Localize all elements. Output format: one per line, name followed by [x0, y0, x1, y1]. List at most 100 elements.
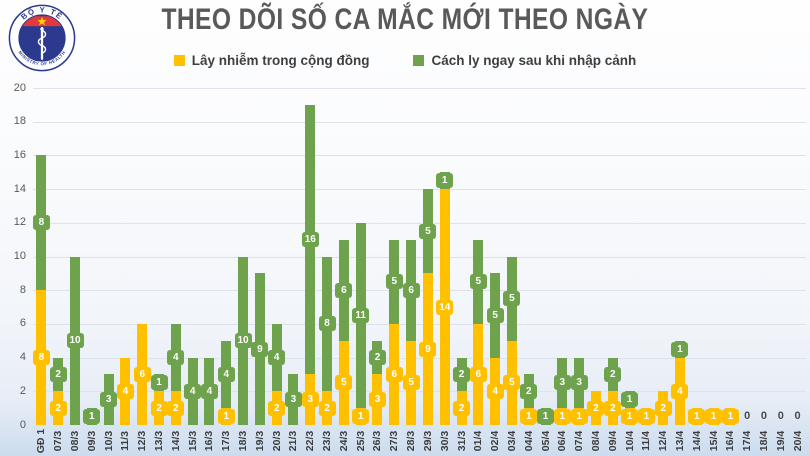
x-axis-label: 30/3: [438, 430, 451, 452]
bar-value-label: 6: [133, 366, 151, 382]
legend-swatch-community: [173, 55, 185, 66]
x-axis-label: 12/3: [136, 430, 149, 452]
logo-inner-disc: [18, 14, 66, 62]
gridline: [33, 88, 806, 89]
x-axis-label: 23/3: [321, 430, 334, 452]
bar-value-label: 4: [184, 383, 202, 399]
x-axis-label: 06/4: [556, 430, 569, 452]
bar-value-label: 1: [537, 409, 555, 425]
bar-value-label: 14: [436, 299, 454, 315]
bar-value-label: 3: [553, 375, 571, 391]
x-axis-label: GĐ 1: [35, 428, 48, 454]
bar-value-label: 3: [368, 392, 386, 408]
x-axis-label: 21/3: [287, 430, 300, 452]
bar-value-label: 2: [453, 366, 470, 382]
bar-value-label: 10: [66, 333, 84, 349]
x-axis-label: 31/3: [455, 430, 468, 452]
x-axis-label: 10/3: [102, 430, 115, 452]
x-axis-label: 28/3: [405, 430, 418, 452]
x-axis-label: 26/3: [371, 430, 384, 452]
legend-item-quarantine: Cách ly ngay sau khi nhập cảnh: [413, 53, 636, 68]
x-axis-label: 18/3: [237, 430, 250, 452]
bar-value-label: 10: [234, 333, 252, 349]
x-axis-label: 27/3: [388, 430, 401, 452]
bar-value-label: 1: [637, 409, 655, 425]
bar-value-label: 8: [32, 215, 50, 231]
x-axis-label: 14/3: [169, 430, 182, 452]
bar-value-label: 1: [671, 341, 689, 357]
bar-value-label: 1: [721, 409, 739, 425]
bar-value-label: 4: [167, 350, 185, 366]
bar-chart-plot-area: 8 8 2 2 10 1 3 4 6 2 1 2 4 4 4 1 4 10 9 2 4 3 3 16 2 8 5 6 1 11 3 2 6 5 5 6…: [32, 88, 806, 426]
bar-value-label: 1: [352, 409, 370, 425]
x-axis-label: 10/4: [623, 430, 636, 452]
x-axis-label: 16/3: [203, 430, 216, 452]
bar-value-label: 5: [469, 274, 487, 290]
x-axis-label: 20/3: [270, 430, 283, 452]
bar-value-label: 5: [503, 375, 521, 391]
bar-value-label: 5: [402, 375, 420, 391]
bar-value-label: 2: [318, 400, 336, 416]
bar-value-label: 1: [570, 409, 588, 425]
x-axis-label: 02/4: [489, 430, 502, 452]
x-axis-label: 19/4: [774, 430, 787, 452]
bar-value-label: 5: [503, 291, 521, 307]
x-axis-label: 13/4: [673, 430, 686, 452]
y-axis-tick-label: 10: [13, 250, 26, 262]
bar-value-label: 3: [100, 392, 118, 408]
bar-value-label: 1: [217, 409, 235, 425]
x-axis-label: 11/3: [119, 431, 132, 451]
bar-value-label: 11: [352, 307, 370, 323]
bar-value-label: 8: [32, 350, 50, 366]
title-bar: THEO DÕI SỐ CA MẮC MỚI THEO NGÀY: [0, 3, 810, 37]
gridline: [33, 256, 806, 258]
bar-value-label: 16: [301, 232, 319, 248]
gridline: [33, 121, 806, 123]
bar-value-label: 4: [268, 350, 286, 366]
x-axis-label: 16/4: [724, 430, 737, 452]
x-axis-label: 09/3: [85, 430, 98, 452]
bar-value-label: 2: [453, 400, 470, 416]
legend-label-quarantine: Cách ly ngay sau khi nhập cảnh: [431, 53, 637, 68]
x-axis-label: 01/4: [472, 430, 485, 452]
bar-value-label: 2: [604, 366, 622, 382]
x-axis-label: 07/4: [573, 430, 586, 452]
bar-value-label: 5: [486, 307, 504, 323]
bar-value-label: 1: [83, 409, 101, 425]
bar-value-label: 1: [150, 375, 168, 391]
bar-value-label: 3: [284, 392, 302, 408]
x-axis-label: 09/4: [606, 430, 619, 452]
bar-value-label: 4: [217, 366, 235, 382]
y-axis: 0 2 4 6 8 10 12 14 16 18 20: [0, 82, 26, 431]
zero-value-label: 0: [744, 410, 751, 422]
bar-value-label: 6: [402, 282, 420, 298]
gridline: [33, 222, 806, 224]
bar-value-label: 1: [705, 409, 723, 425]
bar-value-label: 2: [167, 400, 185, 416]
y-axis-tick-label: 6: [19, 317, 26, 330]
bar-value-label: 2: [368, 350, 386, 366]
gridline: [33, 425, 806, 426]
x-axis-label: 12/4: [657, 430, 670, 452]
zero-value-label: 0: [794, 410, 801, 422]
chart-legend: Lây nhiễm trong cộng đồng Cách ly ngay s…: [0, 53, 810, 68]
bar-value-label: 1: [436, 173, 454, 189]
bar-value-label: 2: [49, 400, 67, 416]
x-axis-label: 07/3: [52, 430, 65, 452]
x-axis-label: 17/4: [741, 430, 754, 452]
bar-value-label: 4: [486, 383, 504, 399]
bar-value-label: 2: [654, 400, 672, 416]
bar-value-label: 4: [671, 383, 689, 399]
bar-value-label: 2: [268, 400, 286, 416]
x-axis-label: 19/3: [253, 430, 266, 452]
y-axis-tick-label: 14: [13, 182, 26, 195]
x-axis-label: 15/4: [707, 430, 720, 452]
bar-value-label: 6: [335, 282, 353, 298]
bar-value-label: 5: [419, 223, 437, 239]
chart-title: THEO DÕI SỐ CA MẮC MỚI THEO NGÀY: [161, 3, 649, 36]
bar-value-label: 3: [301, 392, 319, 408]
bar-value-label: 9: [251, 341, 269, 357]
x-axis-label: 11/4: [640, 431, 653, 451]
gridline: [33, 391, 806, 393]
x-axis-label: 17/3: [220, 430, 233, 452]
